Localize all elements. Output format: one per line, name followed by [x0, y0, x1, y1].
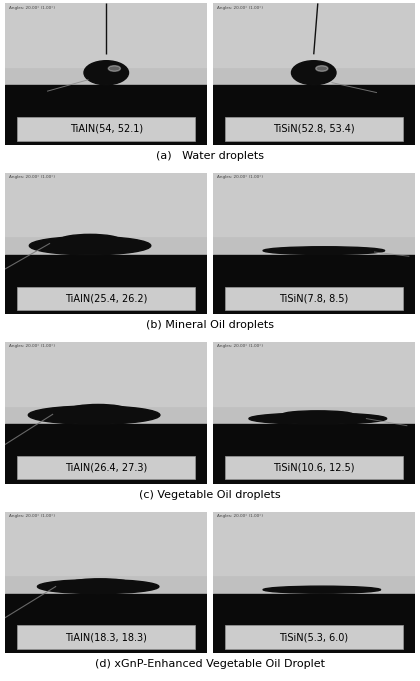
Text: TiSiN(5.3, 6.0): TiSiN(5.3, 6.0)	[279, 632, 348, 642]
Ellipse shape	[263, 586, 381, 593]
Ellipse shape	[84, 61, 129, 84]
Ellipse shape	[249, 413, 387, 424]
Bar	[5, 594, 207, 653]
Text: Angles: 20.00° (1.00°): Angles: 20.00° (1.00°)	[9, 345, 55, 348]
Bar	[225, 456, 403, 479]
Text: Angles: 20.00° (1.00°): Angles: 20.00° (1.00°)	[217, 345, 262, 348]
Bar	[213, 343, 415, 406]
Bar	[213, 85, 415, 145]
Text: Angles: 20.00° (1.00°): Angles: 20.00° (1.00°)	[217, 513, 262, 518]
Bar	[5, 424, 207, 484]
Bar	[5, 173, 207, 236]
Text: Angles: 20.00° (1.00°): Angles: 20.00° (1.00°)	[9, 513, 55, 518]
Bar	[17, 456, 195, 479]
Bar	[225, 117, 403, 141]
Text: TiAIN(54, 52.1): TiAIN(54, 52.1)	[70, 124, 143, 134]
Bar	[5, 343, 207, 406]
Ellipse shape	[108, 65, 121, 72]
Text: TiSiN(52.8, 53.4): TiSiN(52.8, 53.4)	[273, 124, 354, 134]
Bar	[5, 511, 207, 575]
Bar	[225, 287, 403, 310]
Ellipse shape	[72, 579, 129, 586]
Bar	[213, 255, 415, 315]
Text: Angles: 20.00° (1.00°): Angles: 20.00° (1.00°)	[217, 5, 262, 10]
Ellipse shape	[316, 65, 328, 72]
Text: TiSiN(10.6, 12.5): TiSiN(10.6, 12.5)	[273, 463, 354, 473]
Ellipse shape	[282, 411, 353, 418]
Text: TiSiN(7.8, 8.5): TiSiN(7.8, 8.5)	[279, 294, 348, 303]
Ellipse shape	[291, 61, 336, 84]
Bar	[5, 85, 207, 145]
Ellipse shape	[29, 236, 151, 255]
Text: (b) Mineral Oil droplets: (b) Mineral Oil droplets	[146, 320, 274, 330]
Bar	[213, 3, 415, 67]
Text: (a)   Water droplets: (a) Water droplets	[156, 151, 264, 161]
Ellipse shape	[70, 405, 126, 414]
Bar	[225, 625, 403, 649]
Bar	[17, 625, 195, 649]
Ellipse shape	[37, 580, 159, 594]
Text: Angles: 20.00° (1.00°): Angles: 20.00° (1.00°)	[9, 175, 55, 179]
Bar	[213, 511, 415, 575]
Ellipse shape	[60, 234, 121, 246]
Text: TiAIN(25.4, 26.2): TiAIN(25.4, 26.2)	[65, 294, 147, 303]
Bar	[17, 117, 195, 141]
Ellipse shape	[28, 406, 160, 424]
Bar	[213, 594, 415, 653]
Bar	[17, 287, 195, 310]
Bar	[5, 255, 207, 315]
Text: TiAIN(26.4, 27.3): TiAIN(26.4, 27.3)	[65, 463, 147, 473]
Bar	[5, 3, 207, 67]
Bar	[213, 173, 415, 236]
Ellipse shape	[263, 247, 385, 255]
Text: (c) Vegetable Oil droplets: (c) Vegetable Oil droplets	[139, 490, 281, 500]
Text: Angles: 20.00° (1.00°): Angles: 20.00° (1.00°)	[9, 5, 55, 10]
Bar	[213, 424, 415, 484]
Text: (d) xGnP-Enhanced Vegetable Oil Droplet: (d) xGnP-Enhanced Vegetable Oil Droplet	[95, 659, 325, 669]
Text: TiAIN(18.3, 18.3): TiAIN(18.3, 18.3)	[66, 632, 147, 642]
Text: Angles: 20.00° (1.00°): Angles: 20.00° (1.00°)	[217, 175, 262, 179]
